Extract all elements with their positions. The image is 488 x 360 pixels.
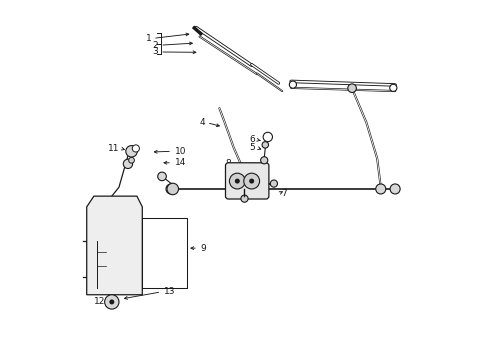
- Circle shape: [260, 157, 267, 164]
- Polygon shape: [86, 196, 142, 295]
- Circle shape: [241, 195, 247, 202]
- Circle shape: [104, 295, 119, 309]
- Circle shape: [158, 172, 166, 181]
- Circle shape: [389, 184, 399, 194]
- Text: 9: 9: [201, 244, 206, 253]
- Text: 14: 14: [175, 158, 186, 167]
- Text: 4: 4: [199, 118, 204, 127]
- Circle shape: [234, 179, 239, 184]
- Circle shape: [289, 81, 296, 88]
- Text: 12: 12: [94, 297, 105, 306]
- Circle shape: [229, 173, 244, 189]
- Circle shape: [347, 84, 356, 93]
- Circle shape: [167, 183, 178, 195]
- Circle shape: [123, 159, 132, 168]
- Circle shape: [375, 184, 385, 194]
- Text: 3: 3: [152, 48, 158, 57]
- Circle shape: [270, 180, 277, 187]
- Text: 10: 10: [175, 147, 186, 156]
- Circle shape: [249, 179, 254, 184]
- Text: 2: 2: [152, 41, 158, 50]
- Circle shape: [125, 145, 137, 157]
- Circle shape: [262, 141, 268, 148]
- Circle shape: [109, 300, 114, 305]
- Text: 5: 5: [249, 143, 255, 152]
- Text: 11: 11: [107, 144, 119, 153]
- Circle shape: [263, 132, 272, 141]
- Circle shape: [132, 145, 139, 152]
- Text: 1: 1: [145, 34, 151, 43]
- Text: 8: 8: [225, 159, 231, 168]
- FancyBboxPatch shape: [225, 163, 268, 199]
- Circle shape: [128, 157, 134, 163]
- Text: 6: 6: [249, 135, 255, 144]
- Circle shape: [389, 84, 396, 91]
- Circle shape: [244, 173, 259, 189]
- Text: 7: 7: [281, 189, 286, 198]
- Circle shape: [165, 184, 176, 194]
- Text: 13: 13: [164, 287, 175, 296]
